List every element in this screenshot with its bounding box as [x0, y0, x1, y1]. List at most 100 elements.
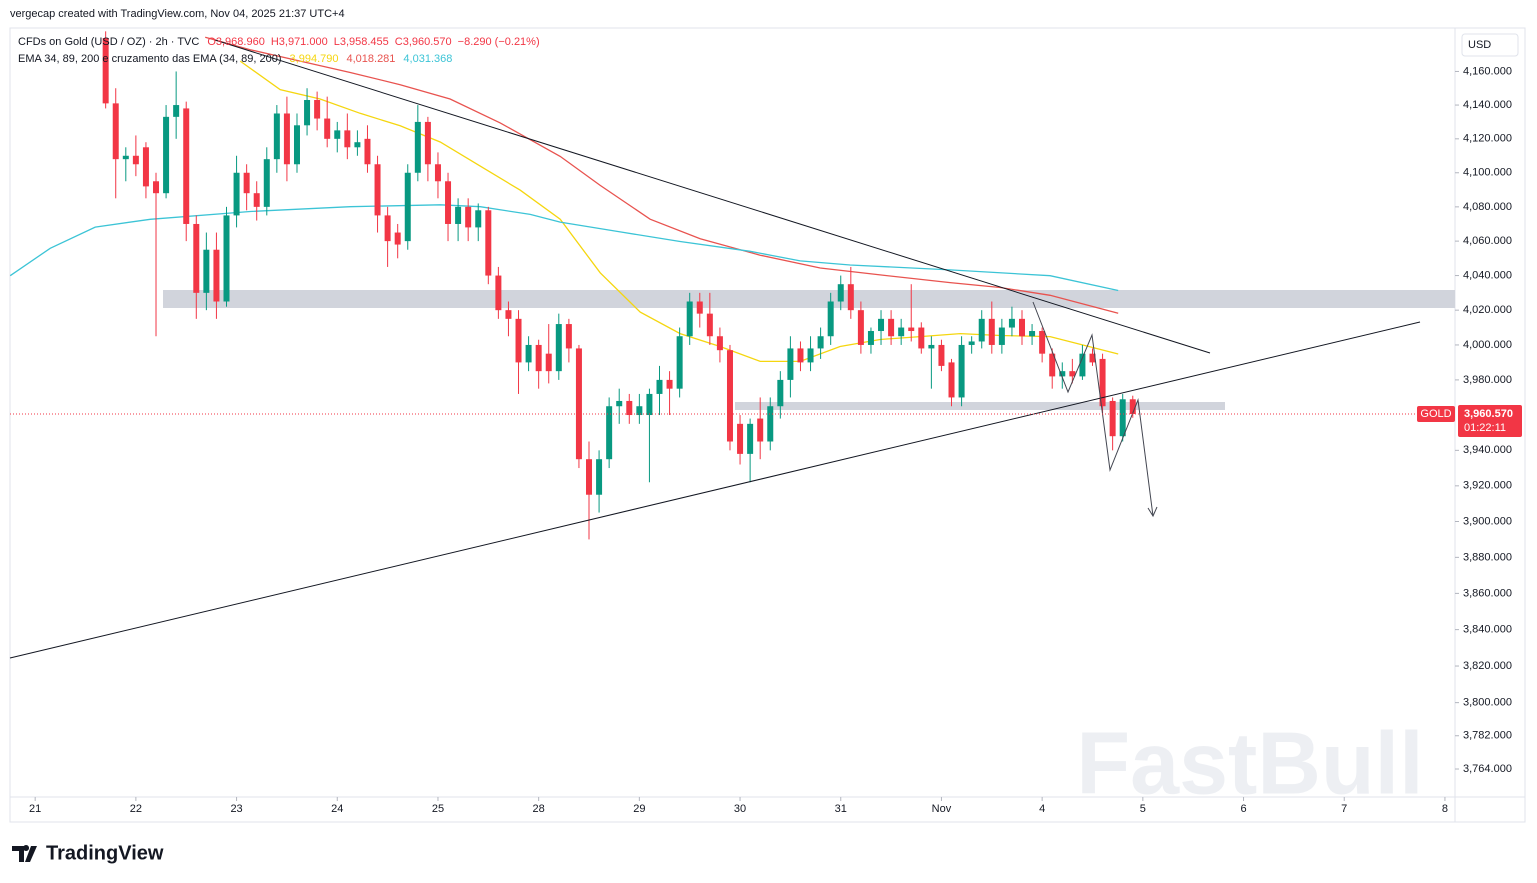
y-tick-label: 3,900.000 [1463, 515, 1512, 527]
brand: TradingView [12, 842, 164, 864]
candle-body [1079, 353, 1086, 377]
candle-body [565, 324, 572, 349]
candle-body [445, 181, 452, 224]
candle-body [968, 341, 975, 345]
projection-path [1032, 301, 1154, 517]
candle-body [304, 100, 311, 126]
candle-body [324, 118, 331, 139]
trend-line [214, 39, 1211, 354]
candle-body [757, 418, 764, 442]
candle-body [1099, 358, 1106, 407]
arrow-head [1147, 506, 1158, 518]
candle-body [918, 327, 925, 349]
x-tick-label: 28 [533, 803, 545, 815]
ohlc: L3,958.455 [334, 36, 389, 48]
y-tick-label: 4,160.000 [1463, 65, 1512, 77]
candle-body [364, 138, 371, 165]
x-tick-label: 23 [230, 803, 242, 815]
candle-body [495, 275, 502, 311]
candle-body [676, 336, 683, 389]
candle-body [696, 301, 703, 314]
ohlc: H3,971.000 [271, 36, 328, 48]
candle-body [153, 181, 160, 194]
candle-body [1029, 331, 1036, 337]
x-tick-label: 22 [130, 803, 142, 815]
brand-logo [12, 845, 37, 862]
candle-body [273, 113, 280, 160]
price-tag: GOLD [1420, 408, 1451, 420]
candle-body [233, 172, 240, 216]
legend-symbol: CFDs on Gold (USD / OZ) · 2h · TVC O3,968… [18, 36, 540, 48]
candle-body [1109, 400, 1116, 437]
candle-body [817, 336, 824, 349]
price-label-box [1458, 405, 1522, 438]
candle-body [666, 379, 673, 389]
candle-body [293, 125, 300, 165]
candle-body [998, 327, 1005, 345]
countdown: 01:22:11 [1464, 422, 1506, 434]
candle-body [1069, 371, 1076, 377]
candle-body [797, 348, 804, 363]
indicator-name: EMA 34, 89, 200 e cruzamento das EMA (34… [18, 53, 282, 65]
candle-body [243, 172, 250, 194]
candle-body [183, 108, 190, 224]
candle-body [716, 336, 723, 351]
ema-line [239, 60, 1119, 363]
candle-body [163, 116, 170, 194]
candle-body [344, 130, 351, 148]
price-label: 3,960.570 [1464, 408, 1513, 420]
candle-body [132, 155, 139, 165]
candle-body [515, 318, 522, 363]
candle-body [213, 249, 220, 302]
indicator-value: 3,994.790 [290, 53, 339, 65]
candle-body [1089, 353, 1096, 363]
x-tick-label: 7 [1341, 803, 1347, 815]
candle-body [807, 348, 814, 363]
candle-body [978, 318, 985, 342]
ema-line [9, 204, 1119, 292]
candle-body [223, 215, 230, 302]
candle-body [414, 121, 421, 173]
plot [9, 31, 1136, 540]
y-tick-label: 3,940.000 [1463, 444, 1512, 456]
candle-body [878, 318, 885, 332]
candle-body [898, 327, 905, 337]
ohlc: C3,960.570 [395, 36, 452, 48]
candle-body [586, 459, 593, 495]
candle-body [908, 327, 915, 332]
candle-body [173, 105, 180, 117]
candle-body [575, 348, 582, 460]
candle-body [747, 423, 754, 454]
candle-body [203, 249, 210, 293]
y-tick-label: 3,800.000 [1463, 697, 1512, 709]
candle-body [616, 400, 623, 407]
candle-body [555, 324, 562, 372]
brand-name: TradingView [46, 842, 164, 864]
y-tick-label: 4,020.000 [1463, 304, 1512, 316]
x-tick-label: 24 [331, 803, 343, 815]
candle-body [626, 400, 633, 416]
candle-body [1019, 318, 1026, 337]
candle-body [404, 172, 411, 242]
x-tick-label: 6 [1240, 803, 1246, 815]
candle-body [737, 423, 744, 454]
x-tick-label: Nov [932, 803, 952, 815]
candle-body [314, 100, 321, 119]
candle-body [726, 350, 733, 442]
candle-body [1049, 353, 1056, 377]
candle-body [142, 147, 149, 187]
y-tick-label: 4,000.000 [1463, 339, 1512, 351]
trend-line [9, 321, 1421, 659]
candle-body [1039, 331, 1046, 354]
credit: vergecap created with TradingView.com, N… [10, 8, 345, 20]
candle-body [857, 310, 864, 345]
candle-body [122, 155, 129, 160]
candle-body [656, 379, 663, 394]
candle-body [1129, 399, 1136, 415]
candle-body [938, 344, 945, 366]
currency-box[interactable] [1461, 33, 1519, 57]
y-tick-label: 4,120.000 [1463, 133, 1512, 145]
ema-line [205, 36, 1119, 314]
x-tick-label: 31 [835, 803, 847, 815]
